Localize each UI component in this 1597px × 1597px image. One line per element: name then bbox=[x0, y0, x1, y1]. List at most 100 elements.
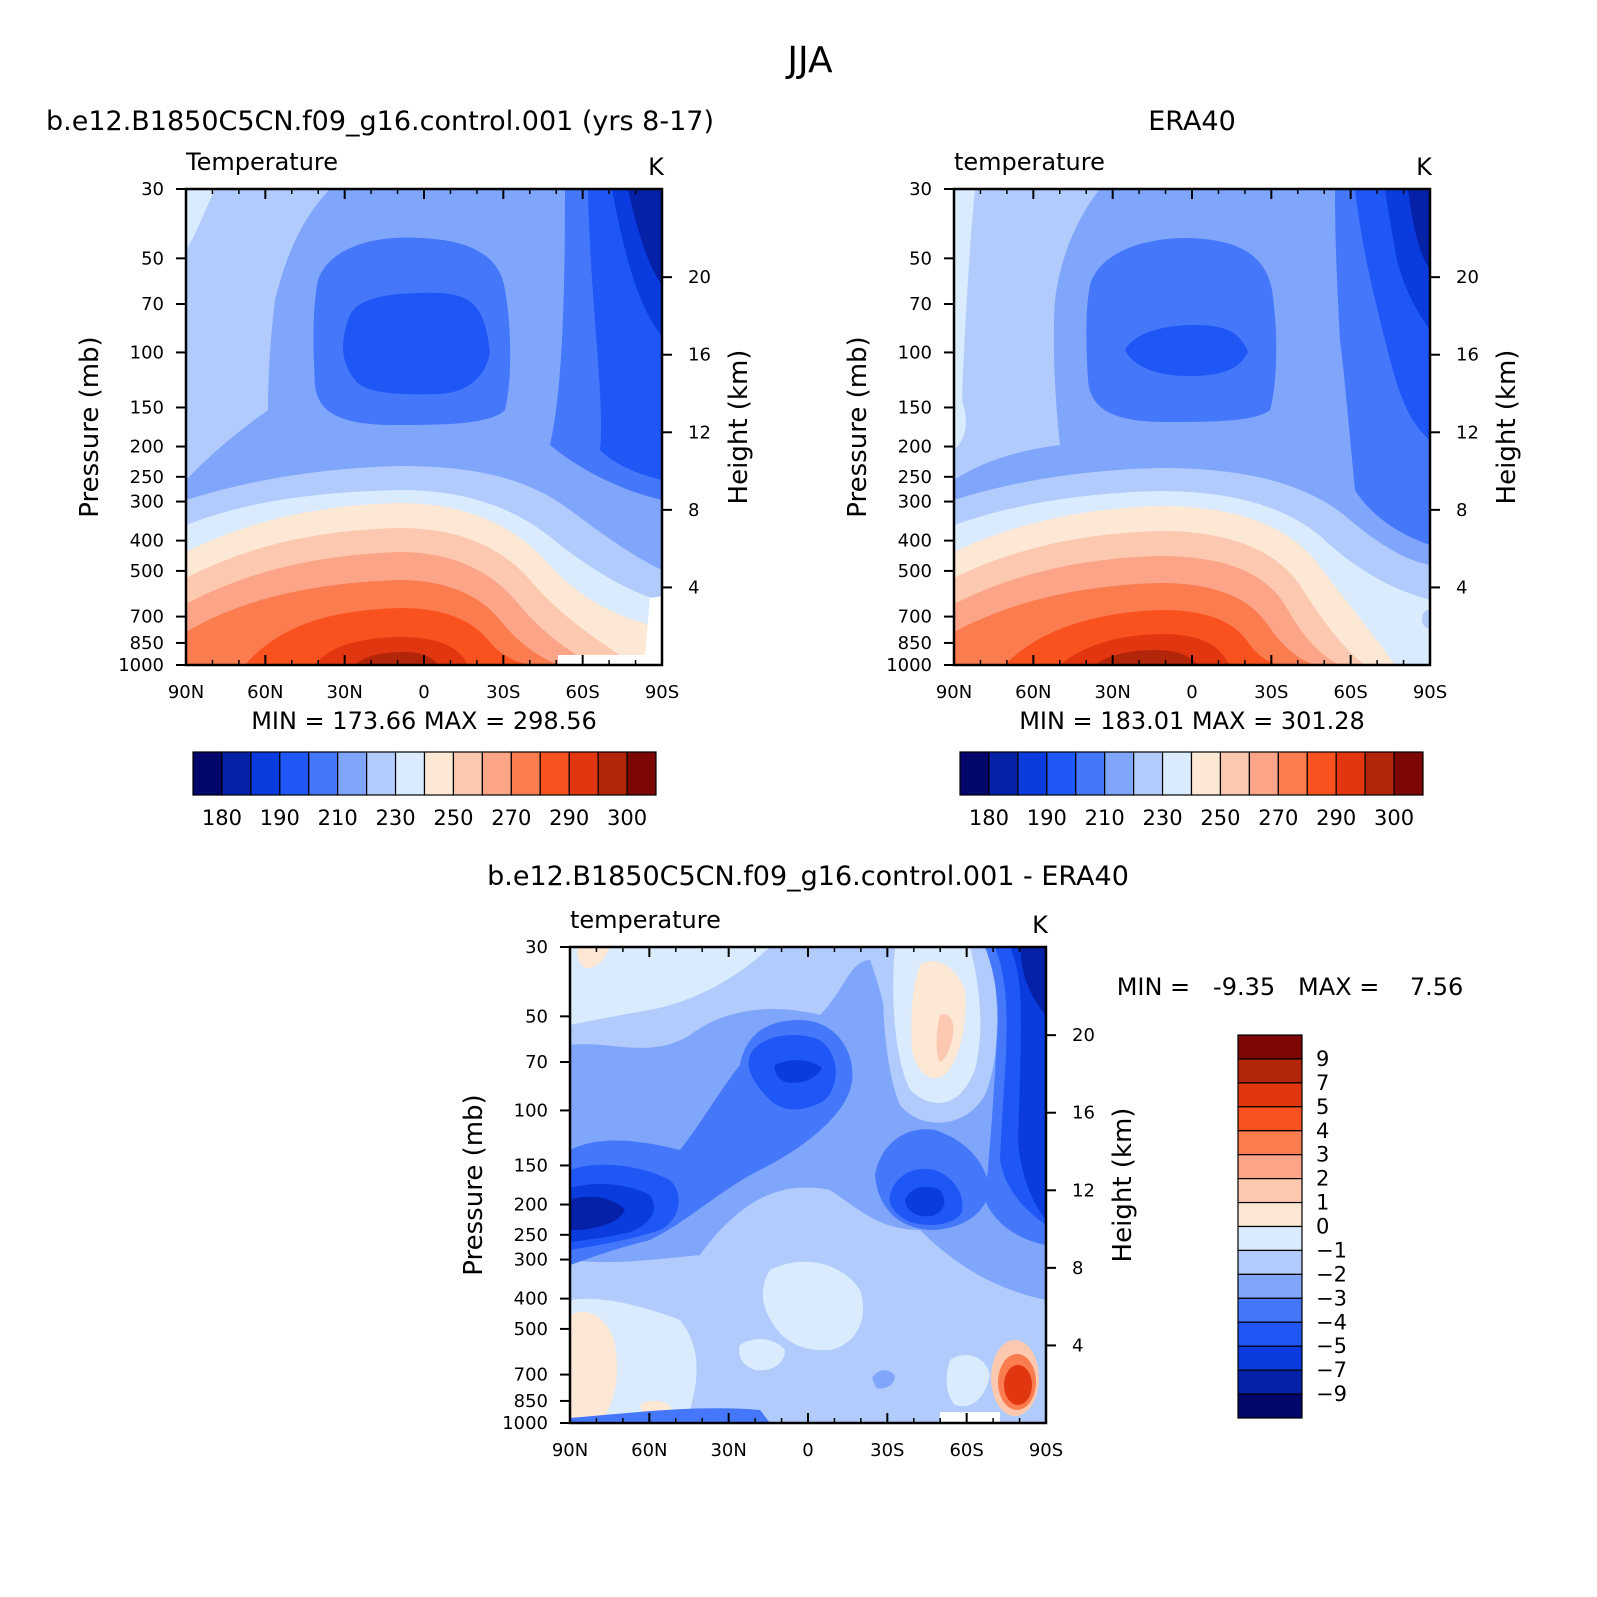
colorbar-swatch bbox=[452, 751, 483, 796]
band-diff-topo-mask bbox=[940, 1412, 1000, 1423]
y2-axis-label: Height (km) bbox=[1108, 1108, 1138, 1263]
y-tick-label: 150 bbox=[898, 397, 932, 418]
band-model-t-f952 bbox=[245, 608, 530, 665]
y-tick-label: 100 bbox=[514, 1100, 548, 1121]
colorbar-label: 1 bbox=[1316, 1191, 1329, 1215]
colorbar-label: 5 bbox=[1316, 1095, 1329, 1119]
y-tick-label: 70 bbox=[141, 294, 164, 315]
band-model-nh-lightest bbox=[186, 189, 215, 250]
colorbar-label: 250 bbox=[1200, 806, 1240, 830]
y-tick-label: 250 bbox=[130, 467, 164, 488]
y-tick-label: 50 bbox=[141, 248, 164, 269]
band-diff-nh-strat-pos bbox=[577, 947, 610, 969]
colorbar-swatch bbox=[1237, 1058, 1303, 1084]
y-tick-label: 1000 bbox=[118, 655, 164, 676]
y2-tick-label: 12 bbox=[1072, 1180, 1095, 1201]
x-tick-label: 60N bbox=[631, 1440, 667, 1461]
colorbar-swatch bbox=[1075, 751, 1106, 796]
colorbar-swatch bbox=[1237, 1106, 1303, 1132]
band-diff-nh-strat-light bbox=[570, 947, 770, 1025]
colorbar-label: −4 bbox=[1316, 1310, 1347, 1334]
band-diff-cold-patch bbox=[872, 1370, 895, 1389]
band-obs-nh-light bbox=[954, 189, 1100, 480]
x-tick-label: 90N bbox=[168, 682, 204, 703]
y2-tick-label: 12 bbox=[688, 422, 711, 443]
colorbar-swatch bbox=[626, 751, 657, 796]
colorbar-label: 230 bbox=[1143, 806, 1183, 830]
colorbar-swatch bbox=[1046, 751, 1077, 796]
colorbar-swatch bbox=[1237, 1154, 1303, 1180]
panel-model: b.e12.B1850C5CN.f09_g16.control.001 (yrs… bbox=[46, 106, 754, 830]
y2-axis-label: Height (km) bbox=[1492, 350, 1522, 505]
colorbar-swatch bbox=[1364, 751, 1395, 796]
y-tick-label: 200 bbox=[130, 437, 164, 458]
y-tick-label: 200 bbox=[898, 437, 932, 458]
colorbar-label: 2 bbox=[1316, 1167, 1329, 1191]
y-tick-label: 500 bbox=[130, 561, 164, 582]
y2-tick-label: 16 bbox=[1072, 1103, 1095, 1124]
x-tick-label: 30S bbox=[870, 1440, 904, 1461]
panel-obs-colorbar: 180 190 210 230 250 270 290 300 bbox=[959, 751, 1424, 830]
x-tick-label: 30S bbox=[1254, 682, 1288, 703]
colorbar-swatch bbox=[221, 751, 252, 796]
y-tick-label: 100 bbox=[130, 342, 164, 363]
panel-diff-contour-field bbox=[570, 947, 1046, 1423]
panel-model-contour-field bbox=[186, 189, 662, 665]
page-title: JJA bbox=[785, 40, 833, 81]
x-tick-label: 90S bbox=[1029, 1440, 1063, 1461]
colorbar-label: 0 bbox=[1316, 1215, 1329, 1239]
y-axis-label: Pressure (mb) bbox=[459, 1094, 489, 1275]
y2-tick-label: 8 bbox=[1456, 500, 1467, 521]
band-obs-sh-speck bbox=[1422, 610, 1430, 628]
x-tick-label: 90N bbox=[552, 1440, 588, 1461]
y-tick-label: 50 bbox=[525, 1006, 548, 1027]
y-tick-label: 1000 bbox=[886, 655, 932, 676]
band-diff-sh-warm-b2cb bbox=[883, 947, 997, 1123]
y-tick-label: 850 bbox=[514, 1391, 548, 1412]
colorbar-label: 290 bbox=[1316, 806, 1356, 830]
colorbar-label: 180 bbox=[969, 806, 1009, 830]
colorbar-swatch bbox=[1237, 1225, 1303, 1252]
colorbar-label: 300 bbox=[1374, 806, 1414, 830]
panel-obs: ERA40 temperature K 90N 60N 30N 0 30S 60S 90S 3… bbox=[843, 106, 1522, 830]
colorbar-swatch bbox=[337, 751, 368, 796]
colorbar-label: −3 bbox=[1316, 1286, 1347, 1310]
band-model-topo-mask bbox=[558, 596, 662, 665]
colorbar-swatch bbox=[308, 751, 339, 796]
y2-tick-label: 20 bbox=[1072, 1025, 1095, 1046]
band-diff-low-d9eb-d bbox=[946, 1355, 990, 1407]
y-tick-label: 400 bbox=[514, 1289, 548, 1310]
band-diff-sh-0a3b bbox=[1010, 947, 1046, 1220]
panel-diff: b.e12.B1850C5CN.f09_g16.control.001 - ER… bbox=[459, 861, 1463, 1461]
panel-model-axes: 90N 60N 30N 0 30S 60S 90S 30 50 70 100 150 200 250 300… bbox=[75, 179, 754, 703]
colorbar-label: −2 bbox=[1316, 1262, 1347, 1286]
colorbar-swatch bbox=[1237, 1082, 1303, 1108]
band-diff-sh-warm-pos bbox=[911, 961, 966, 1079]
colorbar-label: 290 bbox=[549, 806, 589, 830]
colorbar-swatch bbox=[1190, 751, 1222, 796]
colorbar-swatch bbox=[1393, 751, 1424, 796]
band-diff-nh-warm bbox=[570, 1311, 617, 1418]
band-model-nh-light bbox=[186, 189, 330, 480]
colorbar-swatch bbox=[1306, 751, 1337, 796]
band-obs-t-b325 bbox=[1095, 650, 1198, 665]
y-tick-label: 500 bbox=[898, 561, 932, 582]
x-tick-label: 0 bbox=[418, 682, 429, 703]
colorbar-swatch bbox=[366, 751, 397, 796]
band-diff-surface-cold bbox=[570, 1408, 770, 1423]
colorbar-swatch bbox=[1237, 1201, 1303, 1228]
colorbar-swatch bbox=[510, 751, 541, 796]
colorbar-label: 9 bbox=[1316, 1047, 1329, 1071]
y-axis-label: Pressure (mb) bbox=[843, 336, 873, 517]
y-tick-label: 250 bbox=[898, 467, 932, 488]
colorbar-label: 230 bbox=[376, 806, 416, 830]
colorbar-label: 180 bbox=[202, 806, 242, 830]
band-diff-sh-warm-core bbox=[936, 1014, 954, 1062]
band-model-sh-0521 bbox=[628, 189, 662, 285]
x-tick-label: 30S bbox=[486, 682, 520, 703]
colorbar-swatch bbox=[1237, 1297, 1303, 1323]
colorbar-swatch bbox=[1104, 751, 1135, 796]
y-tick-label: 50 bbox=[909, 248, 932, 269]
y2-tick-label: 12 bbox=[1456, 422, 1479, 443]
